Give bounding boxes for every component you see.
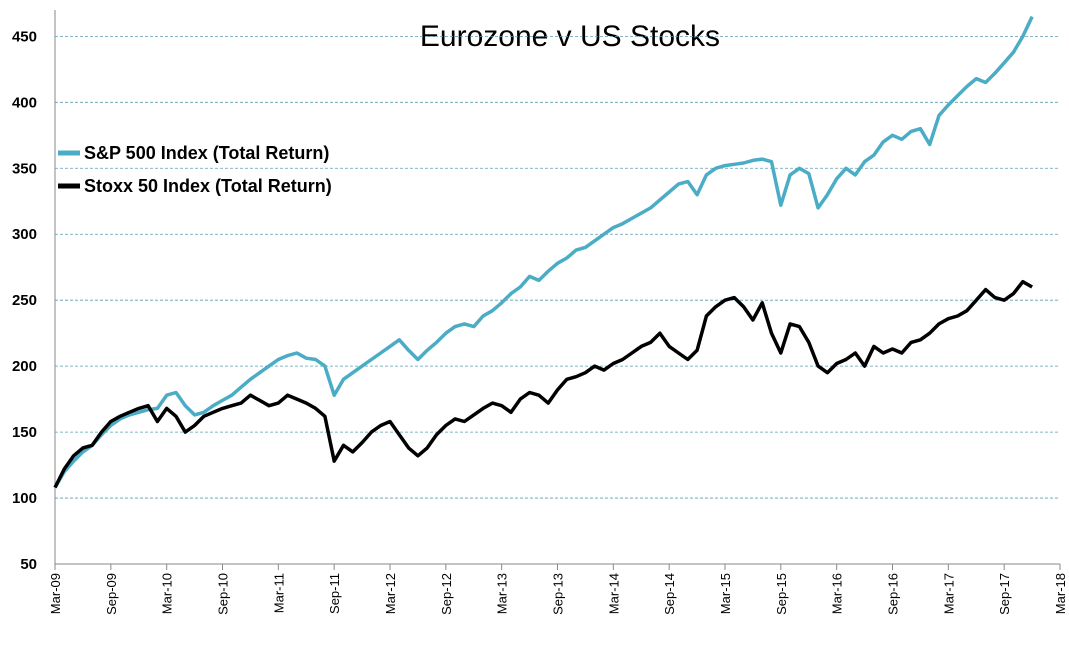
y-tick-label: 100 (12, 490, 37, 507)
y-tick-label: 250 (12, 292, 37, 309)
y-tick-label: 200 (12, 358, 37, 375)
series-line-stoxx50 (53, 279, 1033, 489)
x-tick-label: Sep-13 (551, 573, 566, 615)
x-tick-label: Sep-14 (662, 573, 677, 615)
x-tick-label: Mar-14 (606, 573, 621, 614)
series-group (53, 15, 1034, 489)
y-tick-label: 150 (12, 424, 37, 441)
y-tick-label: 400 (12, 94, 37, 111)
x-axis: Mar-09 Sep-09 Mar-10 Sep-10 Mar-11 Sep-11 Mar-… (48, 563, 1068, 615)
x-tick-label: Sep-12 (439, 573, 454, 615)
x-tick-label: Mar-10 (160, 573, 175, 614)
y-tick-label: 450 (12, 28, 37, 45)
legend: S&P 500 Index (Total Return) Stoxx 50 In… (58, 143, 332, 196)
x-tick-label: Sep-15 (774, 573, 789, 615)
x-tick-label: Sep-09 (104, 573, 119, 615)
x-tick-label: Mar-18 (1053, 573, 1068, 614)
legend-label-sp500: S&P 500 Index (Total Return) (84, 143, 329, 163)
series-line-sp500 (53, 15, 1034, 489)
x-tick-label: Mar-09 (48, 573, 63, 614)
x-tick-label: Sep-10 (216, 573, 231, 615)
x-tick-label: Sep-17 (997, 573, 1012, 615)
gridlines (55, 35, 1060, 499)
x-tick-label: Mar-16 (830, 573, 845, 614)
x-tick-label: Mar-17 (941, 573, 956, 614)
y-tick-label: 300 (12, 226, 37, 243)
y-axis: 50 100 150 200 250 300 350 400 450 (12, 10, 56, 573)
y-tick-label: 350 (12, 160, 37, 177)
x-tick-label: Mar-15 (718, 573, 733, 614)
x-tick-label: Mar-11 (271, 573, 286, 613)
x-tick-label: Mar-12 (383, 573, 398, 614)
x-tick-label: Sep-16 (886, 573, 901, 615)
y-tick-label: 50 (20, 556, 37, 573)
x-tick-label: Sep-11 (327, 573, 342, 614)
legend-label-stoxx50: Stoxx 50 Index (Total Return) (84, 176, 332, 196)
x-tick-label: Mar-13 (495, 573, 510, 614)
